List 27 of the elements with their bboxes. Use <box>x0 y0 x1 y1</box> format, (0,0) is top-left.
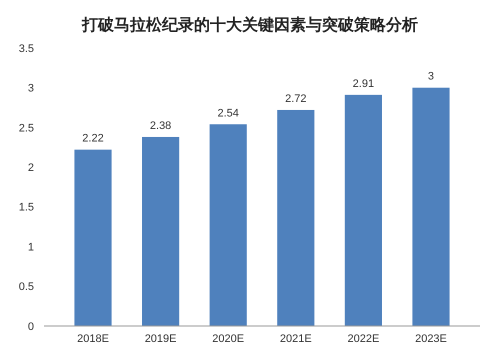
x-tick-label: 2021E <box>280 333 312 345</box>
y-tick-label: 0 <box>28 320 34 333</box>
chart-title: 打破马拉松纪录的十大关键因素与突破策略分析 <box>81 16 418 34</box>
y-tick-label: 3.5 <box>18 42 34 55</box>
y-tick-label: 2.5 <box>18 122 34 134</box>
y-tick-label: 2 <box>28 162 34 174</box>
y-tick-label: 1 <box>28 241 34 254</box>
data-label: 2.38 <box>150 120 172 132</box>
data-label: 2.72 <box>285 92 307 105</box>
x-tick-label: 2023E <box>415 333 447 345</box>
bar <box>74 150 112 326</box>
bar <box>277 110 314 326</box>
data-label: 2.22 <box>82 132 104 145</box>
x-tick-label: 2019E <box>144 333 177 345</box>
y-tick-label: 3 <box>28 82 34 95</box>
bar <box>412 88 450 326</box>
data-label: 3 <box>428 70 434 83</box>
bar <box>344 94 382 326</box>
x-tick-label: 2022E <box>347 333 380 345</box>
x-tick-label: 2020E <box>212 333 244 345</box>
x-tick-label: 2018E <box>77 333 109 345</box>
data-label: 2.54 <box>217 107 239 120</box>
y-tick-label: 0.5 <box>18 281 34 294</box>
data-label: 2.91 <box>352 78 374 90</box>
bar <box>210 124 247 326</box>
y-tick-label: 1.5 <box>18 202 34 214</box>
bar <box>142 136 180 326</box>
